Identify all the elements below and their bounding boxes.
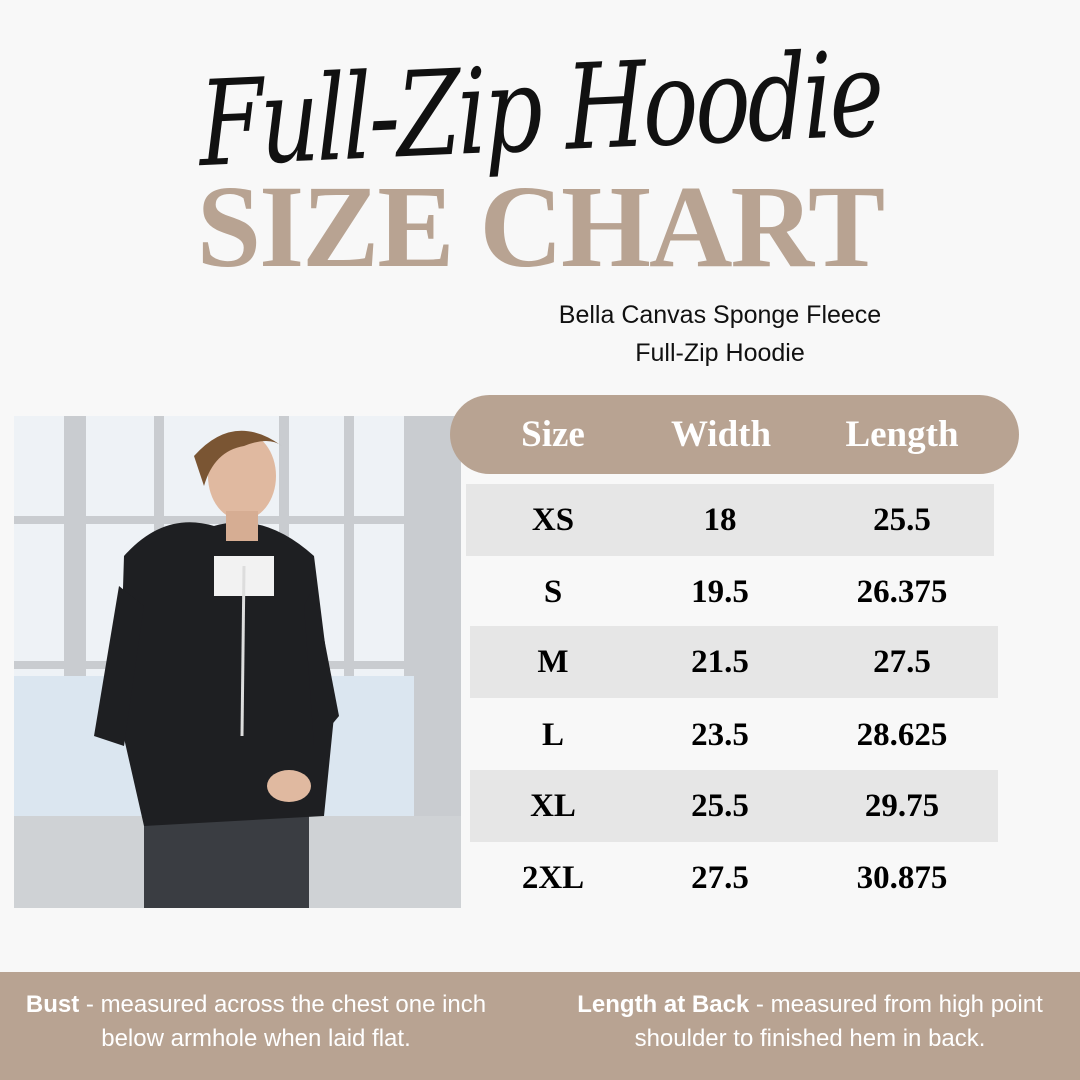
column-header-width: Width (670, 414, 772, 455)
cell-length: 29.75 (864, 788, 940, 824)
cell-length: 30.875 (856, 860, 948, 896)
cell-width: 21.5 (691, 644, 749, 680)
cell-length: 27.5 (873, 644, 931, 680)
measurement-notes: Bust - measured across the chest one inc… (0, 972, 1080, 1080)
cell-length: 26.375 (856, 574, 948, 610)
bust-term: Bust (25, 991, 80, 1018)
cell-length: 28.625 (856, 717, 948, 753)
product-subtitle: Bella Canvas Sponge Fleece Full-Zip Hood… (460, 296, 980, 372)
table-row: M 21.5 27.5 (470, 626, 998, 698)
table-row: 2XL 27.5 30.875 (470, 842, 998, 914)
cell-width: 19.5 (691, 574, 749, 610)
cell-width: 25.5 (691, 788, 749, 824)
cell-width: 23.5 (691, 717, 749, 753)
table-row: XS 18 25.5 (466, 484, 994, 556)
table-row: XL 25.5 29.75 (470, 770, 998, 842)
bust-note: Bust - measured across the chest one inc… (14, 988, 498, 1056)
cell-size: XS (531, 502, 575, 538)
column-header-size: Size (521, 414, 585, 455)
model-photo (14, 416, 461, 908)
cell-width: 27.5 (691, 860, 749, 896)
bust-text: - measured across the chest one inch bel… (79, 991, 487, 1052)
cell-size: 2XL (521, 860, 585, 896)
table-header: Size Width Length (450, 395, 1019, 474)
subtitle-line-1: Bella Canvas Sponge Fleece (558, 301, 882, 329)
length-term: Length at Back (577, 991, 750, 1018)
cell-width: 18 (703, 502, 737, 538)
page-title: SIZE CHART (196, 161, 885, 292)
subtitle-line-2: Full-Zip Hoodie (635, 339, 805, 367)
length-text: - measured from high point shoulder to f… (634, 991, 1043, 1052)
column-header-length: Length (845, 414, 959, 455)
cell-size: S (543, 574, 563, 610)
cell-length: 25.5 (873, 502, 931, 538)
length-note: Length at Back - measured from high poin… (560, 988, 1060, 1056)
table-row: S 19.5 26.375 (470, 556, 998, 628)
cell-size: XL (530, 788, 576, 824)
cell-size: M (537, 644, 569, 680)
cell-size: L (541, 717, 565, 753)
table-row: L 23.5 28.625 (470, 699, 998, 771)
